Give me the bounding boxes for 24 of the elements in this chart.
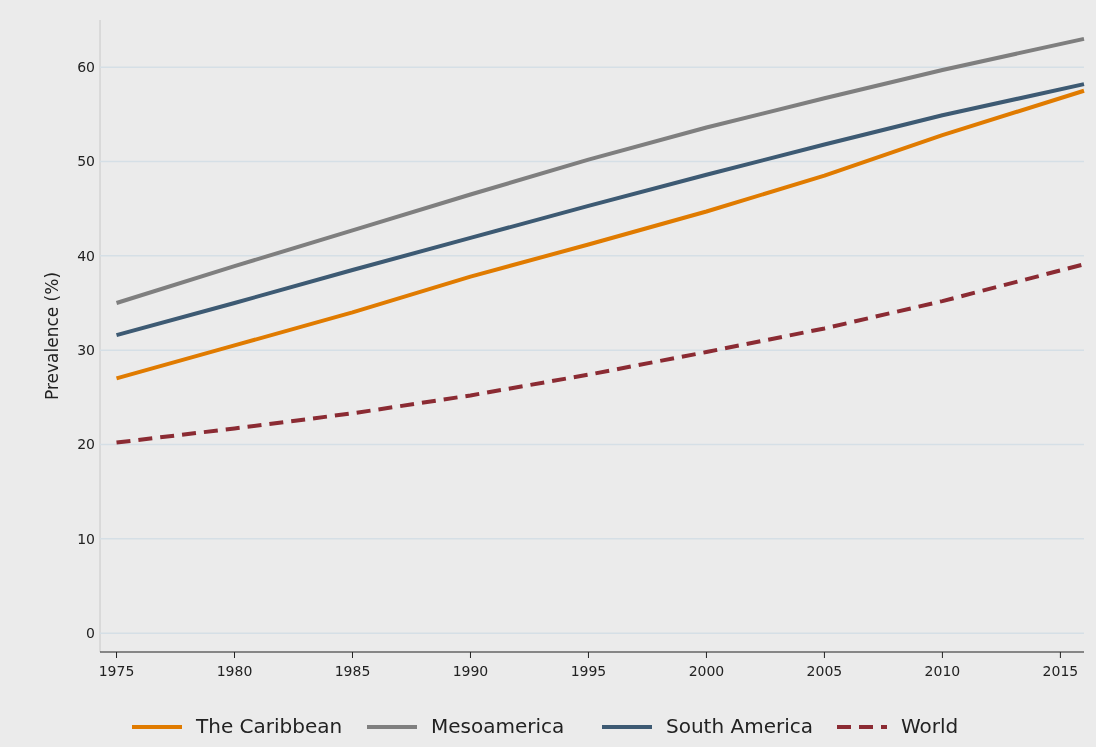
y-tick-label: 20 xyxy=(77,436,95,453)
legend-label: South America xyxy=(666,714,813,738)
x-tick-label: 1990 xyxy=(452,663,489,679)
x-tick-label: 1975 xyxy=(98,663,135,679)
x-tick-label: 2010 xyxy=(924,663,961,679)
x-tick-label: 1985 xyxy=(334,663,371,679)
x-tick-label: 1980 xyxy=(216,663,253,679)
y-axis-title: Prevalence (%) xyxy=(42,271,62,401)
legend-label: World xyxy=(901,714,959,738)
y-tick-label: 40 xyxy=(77,247,95,264)
y-tick-label: 0 xyxy=(86,625,95,642)
x-tick-label: 2000 xyxy=(688,663,725,679)
line-series xyxy=(114,36,1086,305)
legend-label: Mesoamerica xyxy=(431,714,565,738)
x-tick-label: 2005 xyxy=(806,663,843,679)
legend-label: The Caribbean xyxy=(195,714,343,738)
y-tick-label: 50 xyxy=(77,153,95,170)
x-tick-label: 2015 xyxy=(1042,663,1079,679)
x-tick-label: 1995 xyxy=(570,663,607,679)
y-tick-label: 30 xyxy=(77,342,95,359)
y-tick-label: 60 xyxy=(77,59,95,76)
line-series xyxy=(114,82,1086,338)
y-tick-label: 10 xyxy=(77,530,95,547)
line-series xyxy=(114,88,1086,381)
